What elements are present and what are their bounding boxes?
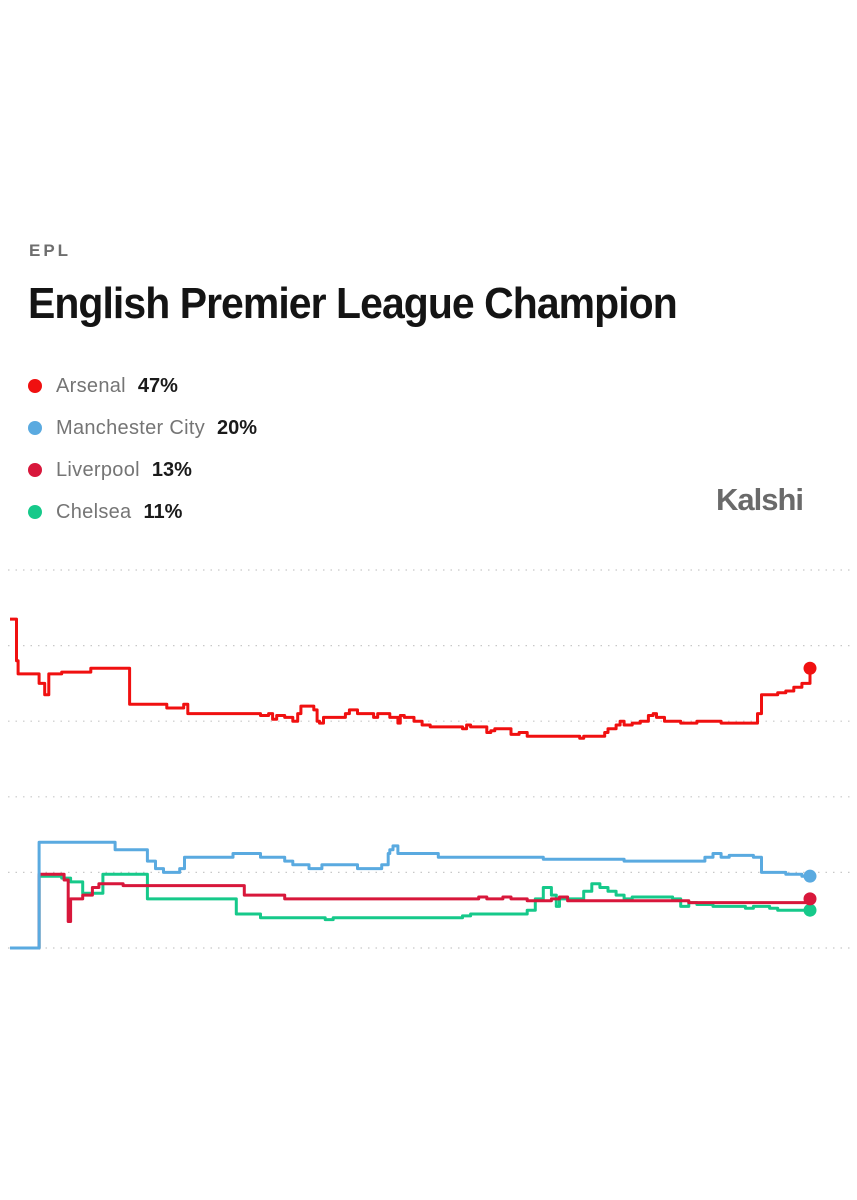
legend-name-manchester-city: Manchester City bbox=[56, 416, 205, 439]
legend-dot-arsenal bbox=[28, 379, 42, 393]
legend-name-liverpool: Liverpool bbox=[56, 458, 140, 481]
series-line-arsenal bbox=[10, 617, 812, 740]
legend-name-chelsea: Chelsea bbox=[56, 500, 132, 523]
legend: Arsenal 47% Manchester City 20% Liverpoo… bbox=[28, 372, 257, 540]
legend-dot-liverpool bbox=[28, 463, 42, 477]
page-title: English Premier League Champion bbox=[28, 279, 678, 328]
legend-pct-chelsea: 11% bbox=[143, 500, 183, 523]
legend-pct-manchester-city: 20% bbox=[217, 416, 258, 439]
legend-dot-chelsea bbox=[28, 505, 42, 519]
legend-item-liverpool[interactable]: Liverpool 13% bbox=[28, 456, 257, 484]
chart-end-markers bbox=[803, 661, 817, 917]
chart-series bbox=[10, 617, 812, 950]
legend-pct-arsenal: 47% bbox=[137, 374, 178, 397]
end-marker-liverpool[interactable] bbox=[803, 892, 817, 906]
legend-name-arsenal: Arsenal bbox=[56, 374, 126, 397]
legend-item-chelsea[interactable]: Chelsea 11% bbox=[28, 498, 257, 526]
end-marker-arsenal[interactable] bbox=[803, 661, 817, 675]
line-chart bbox=[8, 569, 850, 950]
end-marker-manchester-city[interactable] bbox=[803, 869, 817, 883]
category-label: EPL bbox=[29, 241, 72, 260]
legend-item-manchester-city[interactable]: Manchester City 20% bbox=[28, 414, 257, 442]
legend-pct-liverpool: 13% bbox=[151, 458, 192, 481]
end-marker-chelsea[interactable] bbox=[803, 903, 817, 917]
series-line-manchester-city bbox=[10, 840, 810, 950]
legend-dot-manchester-city bbox=[28, 421, 42, 435]
kalshi-logo[interactable]: Kalshi bbox=[716, 482, 804, 517]
chart-gridlines bbox=[8, 569, 850, 949]
series-line-liverpool bbox=[10, 872, 812, 950]
legend-item-arsenal[interactable]: Arsenal 47% bbox=[28, 372, 257, 400]
